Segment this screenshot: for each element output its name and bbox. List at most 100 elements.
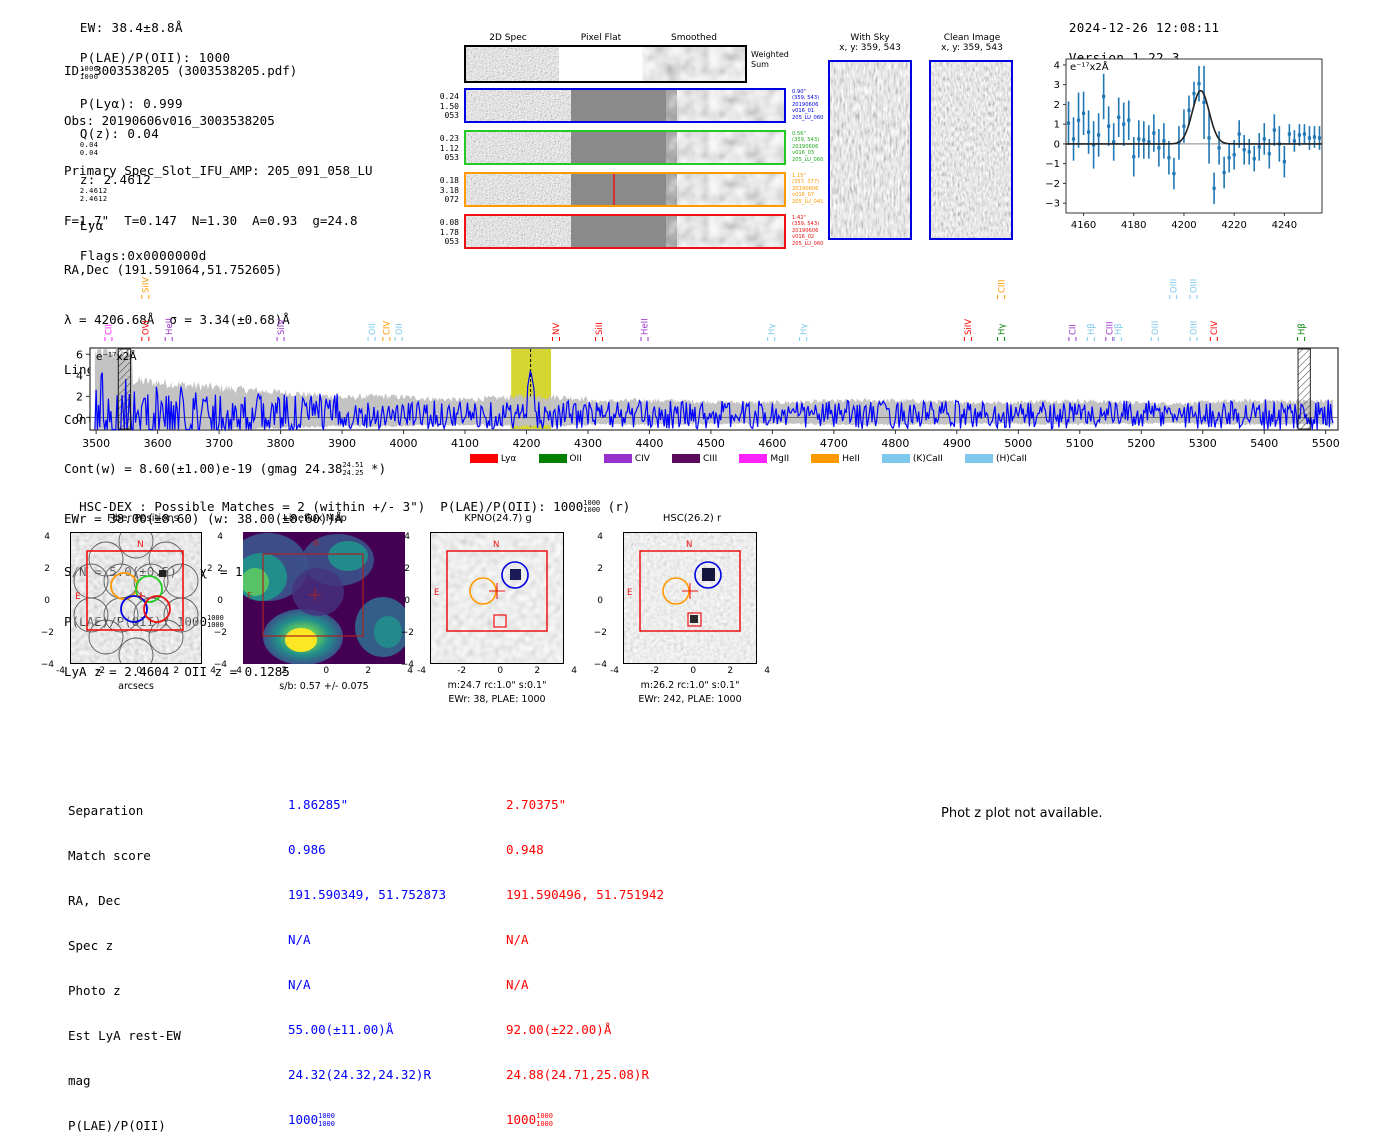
svg-text:N: N bbox=[493, 540, 499, 550]
legend-entry-1: OII bbox=[538, 454, 582, 464]
hsc-r-image: N E bbox=[624, 533, 756, 663]
cutout-image-with-sky[interactable] bbox=[828, 60, 912, 240]
spec2d-row-values-2: 0.18 3.18 072 bbox=[439, 176, 459, 205]
cutout-title-0: With Sky bbox=[850, 33, 890, 43]
svg-text:4: 4 bbox=[1054, 60, 1060, 71]
svg-text:5400: 5400 bbox=[1250, 437, 1278, 450]
svg-text:CII: CII bbox=[1069, 324, 1079, 335]
cutout-image-clean[interactable] bbox=[929, 60, 1013, 240]
svg-text:4220: 4220 bbox=[1221, 220, 1246, 231]
header-timestamp: 2024-12-26 12:08:11 bbox=[1068, 20, 1220, 35]
svg-text:SiIV: SiIV bbox=[277, 319, 287, 335]
spec2d-row-panel-3[interactable] bbox=[464, 214, 786, 249]
legend-swatch-6 bbox=[882, 454, 911, 463]
xtick-2-4: 4 bbox=[571, 666, 577, 676]
svg-text:5300: 5300 bbox=[1189, 437, 1217, 450]
svg-text:4: 4 bbox=[597, 532, 603, 542]
svg-text:NV: NV bbox=[552, 323, 562, 335]
full-spectrum-chart[interactable]: CII OVI SiIV HeII SiIV OII CIV OII NV SiII HeII Hγ H… bbox=[60, 262, 1340, 462]
svg-text:−2: −2 bbox=[1045, 179, 1060, 190]
cutout-title-1: Clean Image bbox=[943, 33, 1001, 43]
info-redshifts: LyA z = 2.4604 OII z = 0.1285 bbox=[64, 663, 290, 679]
lineflux-map-image: N E bbox=[243, 532, 405, 664]
cutout-clean-image: Clean Image x, y: 359, 543 bbox=[922, 33, 1022, 53]
match-col2-value-5: 92.00(±22.00)Å bbox=[506, 1022, 612, 1037]
svg-text:e⁻¹⁷x2Å: e⁻¹⁷x2Å bbox=[1070, 60, 1109, 73]
info-cont-w: Cont(w) = 8.60(±1.00)e-19 (gmag 24.3824.… bbox=[64, 461, 387, 477]
legend-swatch-2 bbox=[603, 454, 632, 463]
spec2d-row-panel-0[interactable] bbox=[464, 88, 786, 123]
match-col1-value-6: 24.32(24.32,24.32)R bbox=[288, 1067, 431, 1082]
xtick-0-2: 0 bbox=[136, 666, 143, 676]
svg-text:−4: −4 bbox=[214, 660, 228, 670]
thumb-panel-lineflux-map[interactable]: N E bbox=[243, 532, 405, 664]
match-col1-value-3: N/A bbox=[288, 932, 311, 947]
svg-text:−1: −1 bbox=[1045, 159, 1060, 170]
header-qz-range: 0.04 0.04 bbox=[79, 141, 99, 157]
with-sky-pixels bbox=[830, 62, 910, 238]
svg-text:2: 2 bbox=[404, 564, 410, 574]
spec2d-col-title-smoothed: Smoothed bbox=[671, 33, 717, 43]
match-row-label-6: mag bbox=[68, 1073, 91, 1088]
match-col2-value-3: N/A bbox=[506, 932, 529, 947]
svg-text:2: 2 bbox=[76, 390, 83, 403]
match-col2-value-0: 2.70375" bbox=[506, 797, 567, 812]
cutout-with-sky: With Sky x, y: 359, 543 bbox=[820, 33, 920, 53]
spec2d-row-panel-1[interactable] bbox=[464, 130, 786, 165]
svg-text:−2: −2 bbox=[594, 628, 607, 638]
xtick-0-0: -4 bbox=[56, 666, 65, 676]
thumb-title-1: Lineflux Map bbox=[283, 513, 347, 524]
svg-text:0: 0 bbox=[217, 596, 223, 606]
xtick-0-3: 2 bbox=[173, 666, 180, 676]
svg-text:4300: 4300 bbox=[574, 437, 602, 450]
match-col1-value-4: N/A bbox=[288, 977, 311, 992]
xtick-3-3: 2 bbox=[727, 666, 734, 676]
thumb-panel-hsc-r[interactable]: N E bbox=[623, 532, 757, 664]
spec2d-row-panel-2[interactable] bbox=[464, 172, 786, 207]
match-table-col1: 1.86285" 0.986 191.590349, 51.752873 N/A… bbox=[288, 767, 446, 1143]
info-id: ID: 3003538205 (3003538205.pdf) bbox=[64, 63, 298, 79]
hscdex-heading: HSC-DEX : Possible Matches = 2 (within +… bbox=[79, 498, 631, 515]
thumb-axes-2: 4 2 0 −2 −4 bbox=[400, 528, 600, 688]
thumb-panel-fiber-positions[interactable]: N E bbox=[70, 532, 202, 664]
svg-text:N: N bbox=[313, 539, 319, 548]
line-profile-chart[interactable]: −3 −2 −1 0 1 2 3 4 4160 4180 4200 4220 4240 e⁻¹⁷x2Å bbox=[1030, 45, 1330, 260]
xtick-3-0: -4 bbox=[610, 666, 619, 676]
xtick-3-2: 0 bbox=[690, 666, 697, 676]
spec2d-row-annotation-0: 0.90" (359, 543) 20190606 v016_01 205_LU… bbox=[792, 89, 824, 121]
lineflux-axes: 4 2 0 −2 −4 bbox=[214, 532, 228, 670]
spec2d-row-values-0: 0.24 1.50 053 bbox=[439, 92, 459, 121]
thumb-caption-1: s/b: 0.57 +/- 0.075 bbox=[279, 681, 369, 692]
svg-text:2: 2 bbox=[44, 564, 50, 574]
svg-text:0: 0 bbox=[597, 596, 603, 606]
thumb-title-0: Fiber Positions bbox=[107, 513, 179, 524]
svg-text:4200: 4200 bbox=[1171, 220, 1196, 231]
match-col1-value-7: 10001000 1000 bbox=[288, 1112, 335, 1128]
svg-text:2: 2 bbox=[217, 564, 223, 574]
svg-text:3: 3 bbox=[1054, 80, 1060, 91]
xtick-1-1: -2 bbox=[278, 666, 288, 676]
thumb-panel-kpno-g[interactable]: N E bbox=[430, 532, 564, 664]
spec2d-row-values-1: 0.23 1.12 053 bbox=[439, 134, 459, 163]
weighted-sum-image bbox=[466, 47, 745, 81]
svg-text:OIII: OIII bbox=[1190, 321, 1200, 335]
svg-text:4240: 4240 bbox=[1272, 220, 1297, 231]
svg-text:−4: −4 bbox=[401, 660, 415, 670]
match-row-label-1: Match score bbox=[68, 848, 151, 863]
svg-text:4100: 4100 bbox=[451, 437, 479, 450]
match-row-label-2: RA, Dec bbox=[68, 893, 121, 908]
svg-text:1: 1 bbox=[1054, 120, 1060, 131]
header-z-range: 2.4612 2.4612 bbox=[79, 187, 108, 203]
match-col1-value-1: 0.986 bbox=[288, 842, 326, 857]
match-row-label-0: Separation bbox=[68, 803, 144, 818]
header-lya: Lyα bbox=[79, 218, 104, 233]
svg-text:4: 4 bbox=[404, 532, 410, 542]
info-radec: RA,Dec (191.591064,51.752605) bbox=[64, 262, 283, 278]
svg-text:E: E bbox=[627, 588, 632, 598]
header-qz-label: Q(z): 0.04 bbox=[79, 126, 160, 141]
svg-text:OII: OII bbox=[395, 323, 405, 335]
header-z-label: z: 2.4612 bbox=[79, 172, 152, 187]
kpno-axes: 4 2 0 −2 −4 bbox=[401, 532, 415, 670]
spectrum-legend: Lyα OII CIV CIII MgII HeII (K)CaII (H)Ca… bbox=[470, 446, 1027, 465]
thumb-axes-1: 4 2 0 −2 −4 bbox=[213, 528, 413, 688]
